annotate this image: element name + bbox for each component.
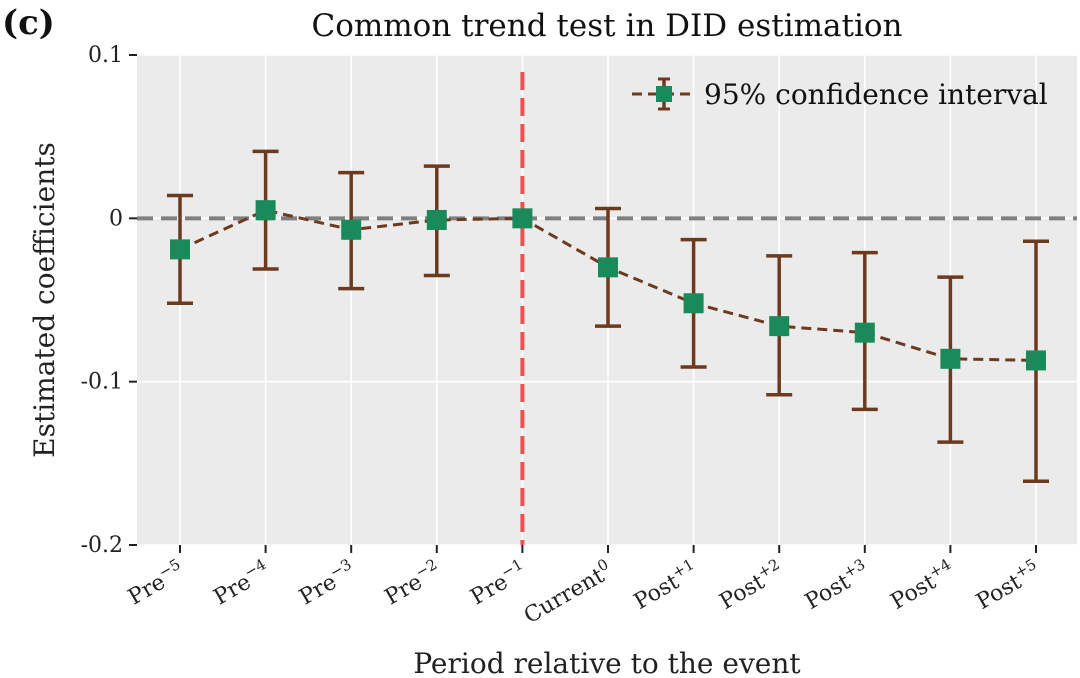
x-tick-label: Pre−3 (293, 555, 360, 610)
x-tick-label: Pre−1 (465, 555, 532, 610)
legend-label: 95% confidence interval (704, 78, 1048, 111)
estimate-marker (940, 348, 961, 369)
y-axis-label: Estimated coefficients (28, 142, 61, 458)
x-axis-label: Period relative to the event (413, 647, 801, 678)
estimate-marker (426, 209, 447, 230)
legend-marker (656, 86, 672, 102)
estimate-marker (854, 322, 875, 343)
panel-label: (c) (2, 3, 55, 43)
estimate-marker (1026, 350, 1046, 371)
y-tick-label: -0.2 (81, 533, 123, 558)
estimate-marker (170, 239, 190, 260)
legend: 95% confidence interval (632, 77, 1048, 111)
x-tick-label: Pre−5 (122, 555, 189, 610)
x-tick-label: Pre−2 (379, 555, 446, 610)
x-tick-label: Current0 (518, 555, 617, 629)
chart-title: Common trend test in DID estimation (311, 8, 902, 44)
y-tick-label: 0.1 (88, 43, 123, 68)
estimate-marker (683, 293, 704, 314)
watermark: 知乎 @运展宏图 (838, 621, 1028, 651)
estimate-marker (255, 200, 276, 221)
estimate-marker (512, 208, 533, 229)
x-tick-label: Post+4 (885, 555, 960, 615)
y-tick-label: 0 (109, 206, 123, 231)
x-tick-label: Post+2 (714, 555, 789, 615)
estimate-marker (341, 219, 362, 240)
x-tick-label: Post+3 (799, 555, 874, 615)
estimate-marker (769, 316, 790, 337)
x-tick-label: Pre−4 (208, 555, 275, 610)
series-group (167, 149, 1049, 484)
y-tick-label: -0.1 (81, 370, 123, 395)
x-tick-label: Post+5 (970, 555, 1045, 615)
x-tick-label: Post+1 (628, 555, 703, 615)
estimate-marker (598, 257, 618, 278)
